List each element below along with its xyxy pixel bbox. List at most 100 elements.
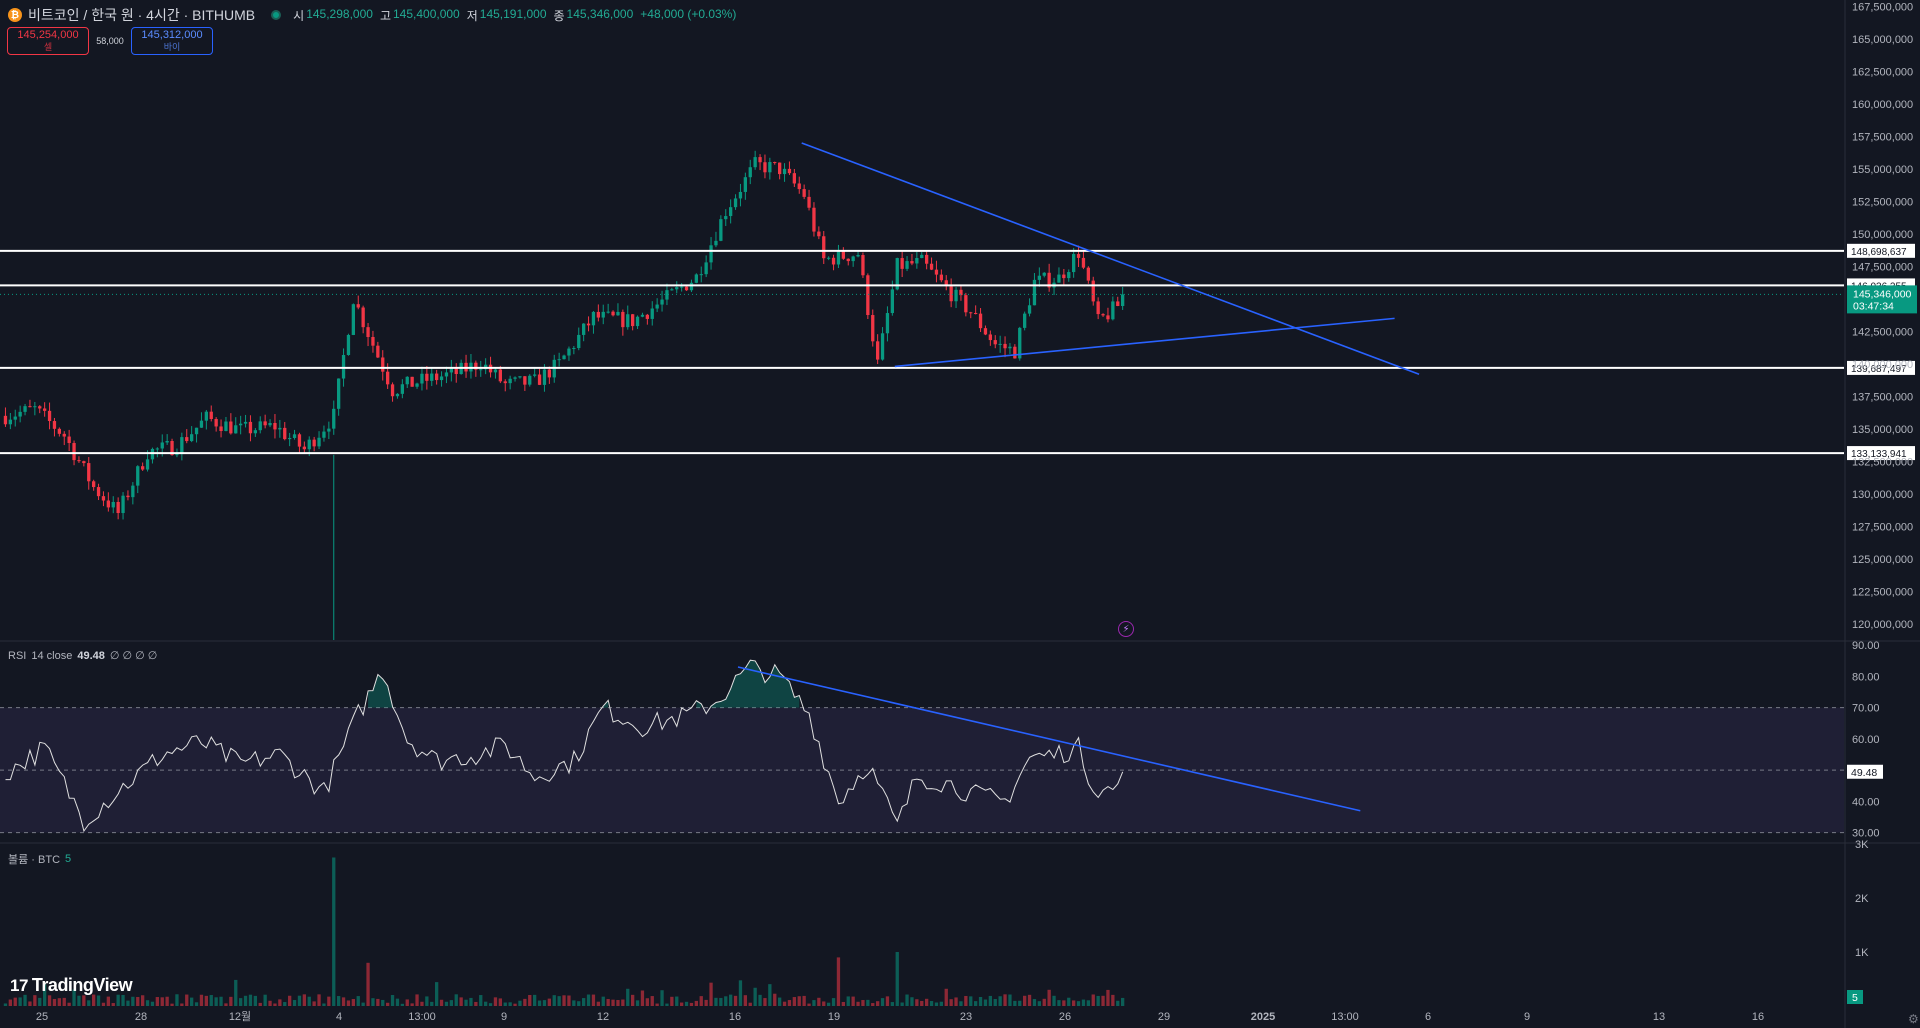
volume-bar [307,996,311,1006]
volume-bar [1121,997,1125,1006]
volume-bar [871,1003,875,1006]
volume-bar [199,994,204,1006]
volume-bar [616,1000,620,1006]
candle-body [934,269,939,275]
trade-buttons: 145,254,000 셀 58,000 145,312,000 바이 [7,27,213,55]
candle-body [253,430,257,434]
candle-body [165,441,169,443]
settings-icon[interactable]: ⚙ [1908,1012,1919,1026]
candle-body [591,311,596,326]
volume-bar [464,999,468,1006]
candle-body [567,348,571,356]
volume-bar [601,996,605,1006]
volume-bar [292,1000,297,1006]
candle-body [831,257,836,265]
candle-body [214,419,218,427]
time-axis-tick: 4 [336,1011,342,1023]
buy-button[interactable]: 145,312,000 바이 [131,27,213,55]
candle-body [1072,254,1076,273]
candle-body [827,257,831,259]
volume-bar [101,1002,106,1006]
candle-body [944,280,948,287]
candle-body [724,216,728,220]
volume-bar [1067,997,1071,1006]
candle-body [1027,305,1032,314]
volume-bar [582,998,586,1006]
candle-body [606,311,610,313]
candle-body [194,427,199,435]
volume-bar [444,1001,449,1006]
volume-bar [121,994,125,1006]
volume-bar [905,994,909,1006]
candle-body [106,500,110,508]
candle-body [871,315,875,342]
time-axis-tick: 9 [501,1011,507,1023]
rsi-line [5,659,1124,833]
volume-legend[interactable]: 볼륨 · BTC 5 [8,851,71,867]
candle-body [57,428,61,434]
candle-body [190,434,194,442]
volume-bar [1008,994,1012,1006]
price-axis-tick: 155,000,000 [1852,164,1913,176]
volume-bar [317,994,321,1006]
candle-body [1096,301,1100,315]
high-label: 고 [379,8,391,23]
volume-bar [851,996,855,1006]
candle-body [631,314,635,327]
volume-bar [959,1001,963,1006]
close-label: 종 [553,8,565,23]
rsi-legend[interactable]: RSI 14 close 49.48 ∅ ∅ ∅ ∅ [8,649,157,663]
candle-body [782,168,787,175]
volume-bar [484,1001,488,1006]
volume-bar [420,1001,424,1006]
volume-bar [562,995,566,1006]
rsi-axis-tick: 80.00 [1852,671,1880,683]
sell-button[interactable]: 145,254,000 셀 [7,27,89,55]
ohlc-legend: 시 145,298,000 고 145,400,000 저 145,191,000 종… [293,7,736,24]
volume-bar [1018,1000,1022,1006]
volume-bar [145,1000,150,1006]
candle-body [297,434,302,447]
volume-bar [665,1003,669,1006]
time-axis-tick: 12 [597,1011,609,1023]
lightning-icon[interactable]: ⚡ [1118,621,1134,637]
candle-body [1067,272,1071,279]
candle-body [1081,257,1086,268]
symbol-header: ₿ 비트코인 / 한국 원 · 4시간 · BITHUMB 시 145,298,0… [8,5,736,25]
candle-body [528,375,532,385]
volume-bar [978,996,983,1006]
candle-body [199,420,204,428]
volume-bar [395,998,400,1006]
volume-bar [243,995,248,1006]
time-axis-tick: 26 [1059,1011,1071,1023]
candle-body [743,177,747,192]
level-price-label: 139,687,497 [1851,364,1907,375]
volume-bar [635,1000,640,1006]
volume-bar [949,999,953,1006]
volume-bar [297,995,302,1006]
volume-bar [729,994,733,1006]
candle-body [773,162,777,164]
candle-body [219,426,223,432]
candle-body [160,442,164,449]
volume-bar [572,1000,576,1006]
volume-bar [880,998,885,1006]
candle-body [454,367,458,375]
volume-bar [190,997,194,1006]
volume-bar [415,994,419,1006]
candle-body [52,421,57,429]
symbol-title[interactable]: 비트코인 / 한국 원 · 4시간 · BITHUMB [28,7,256,23]
candle-body [626,314,630,328]
price-axis-tick: 162,500,000 [1852,66,1913,78]
volume-bar [13,997,17,1006]
candle-body [33,406,37,408]
tradingview-logo[interactable]: 17 TradingView [10,975,133,996]
close-value: 145,346,000 [566,6,634,21]
candle-body [993,340,997,345]
volume-bar [175,994,179,1006]
volume-bar [469,997,473,1006]
volume-bar [185,994,189,1006]
volume-axis-tick: 2K [1855,893,1869,905]
volume-bar [719,997,723,1006]
